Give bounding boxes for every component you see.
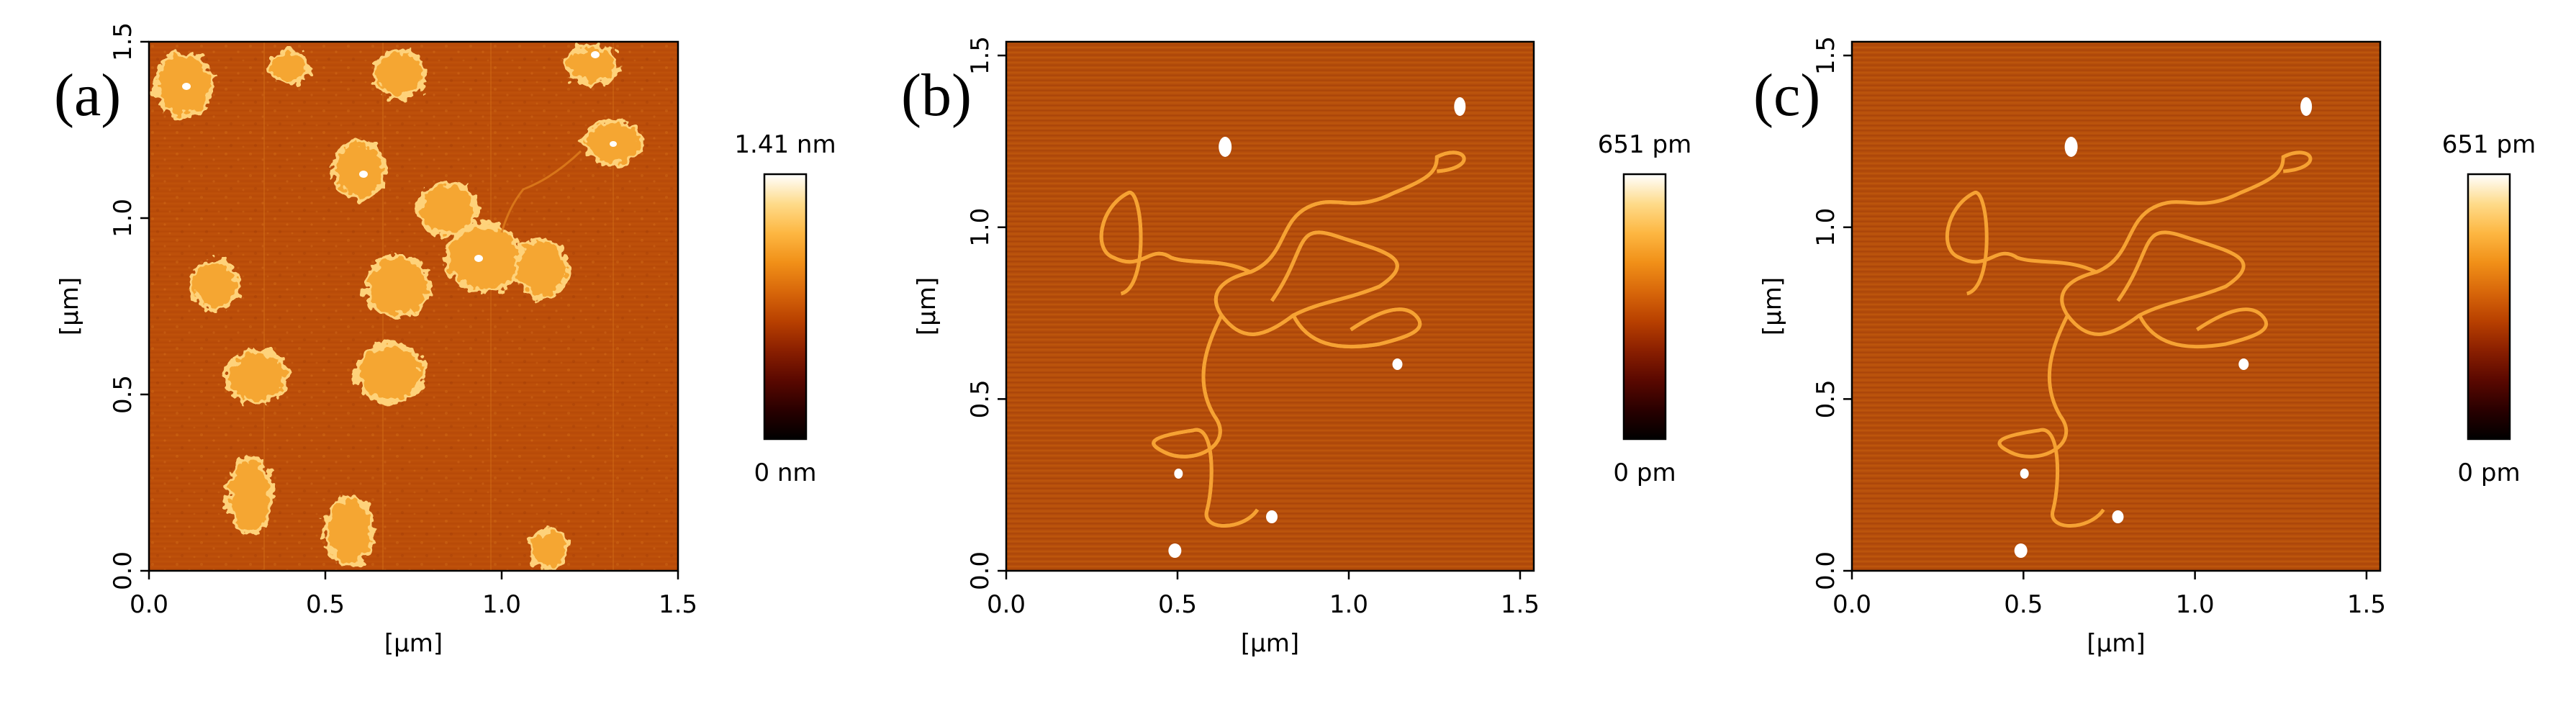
x-tick-label: 1.5	[659, 590, 697, 619]
image-frame	[1850, 40, 2382, 572]
colorbar	[2467, 173, 2511, 441]
colorbar-min-label: 0 nm	[754, 459, 816, 487]
afm-height-map	[149, 42, 678, 571]
x-tick-label: 1.5	[2347, 590, 2386, 619]
y-tick-label: 1.5	[109, 22, 137, 61]
x-axis-label: [µm]	[1241, 629, 1299, 658]
image-frame	[1005, 40, 1535, 572]
colorbar-max-label: 651 pm	[1598, 130, 1691, 159]
afm-image	[1852, 42, 2380, 571]
image-frame	[148, 40, 679, 572]
x-tick-label: 1.0	[2176, 590, 2215, 619]
y-tick-label: 1.0	[966, 208, 995, 247]
x-tick-label: 0.5	[306, 590, 345, 619]
afm-image	[1006, 42, 1534, 571]
x-tick-label: 1.0	[1329, 590, 1368, 619]
y-tick-label: 1.0	[1812, 208, 1840, 247]
panel-a: (a) 0.0 0.5 1.0 1.5 0.0 0.5 1.0 1.5 [µm] [µm] 1.41 …	[54, 22, 836, 658]
colorbar	[763, 173, 808, 441]
afm-height-map	[1006, 42, 1534, 571]
x-tick-label: 1.5	[1501, 590, 1540, 619]
colorbar-max-label: 1.41 nm	[734, 130, 836, 159]
y-tick-label: 0.5	[966, 379, 995, 418]
colorbar-min-label: 0 pm	[2457, 459, 2520, 487]
y-tick-label: 1.5	[1812, 36, 1840, 75]
x-axis-label: [µm]	[384, 629, 443, 658]
x-tick-label: 0.0	[987, 590, 1026, 619]
afm-image	[149, 42, 678, 571]
x-tick-label: 0.0	[1832, 590, 1871, 619]
panel-letter: (a)	[54, 62, 121, 129]
y-tick-label: 0.0	[109, 551, 137, 590]
x-tick-label: 0.5	[2004, 590, 2043, 619]
x-tick-label: 0.0	[130, 590, 168, 619]
panel-c: (c) 0.0 0.5 1.0 1.5 0.0 0.5 1.0 1.5 [µm] [µm] 651 p…	[1753, 36, 2536, 658]
x-axis-label: [µm]	[2087, 629, 2145, 658]
y-tick-label: 0.5	[109, 375, 137, 414]
y-tick-label: 0.0	[966, 551, 995, 590]
y-axis-label: [µm]	[55, 277, 84, 335]
x-tick-label: 1.0	[482, 590, 521, 619]
x-tick-label: 0.5	[1158, 590, 1197, 619]
y-tick-label: 1.5	[966, 36, 995, 75]
y-axis-label: [µm]	[913, 277, 941, 335]
colorbar-max-label: 651 pm	[2442, 130, 2536, 159]
colorbar-min-label: 0 pm	[1613, 459, 1676, 487]
y-tick-label: 0.0	[1812, 551, 1840, 590]
panel-letter: (c)	[1753, 62, 1820, 129]
afm-height-map	[1852, 42, 2380, 571]
y-tick-label: 1.0	[109, 199, 137, 238]
panel-letter: (b)	[901, 62, 972, 129]
colorbar	[1622, 173, 1667, 441]
y-tick-label: 0.5	[1812, 379, 1840, 418]
y-axis-label: [µm]	[1758, 277, 1787, 335]
panel-b: (b) 0.0 0.5 1.0 1.5 0.0 0.5 1.0 1.5 [µm] [µm] 651 p…	[901, 36, 1691, 658]
